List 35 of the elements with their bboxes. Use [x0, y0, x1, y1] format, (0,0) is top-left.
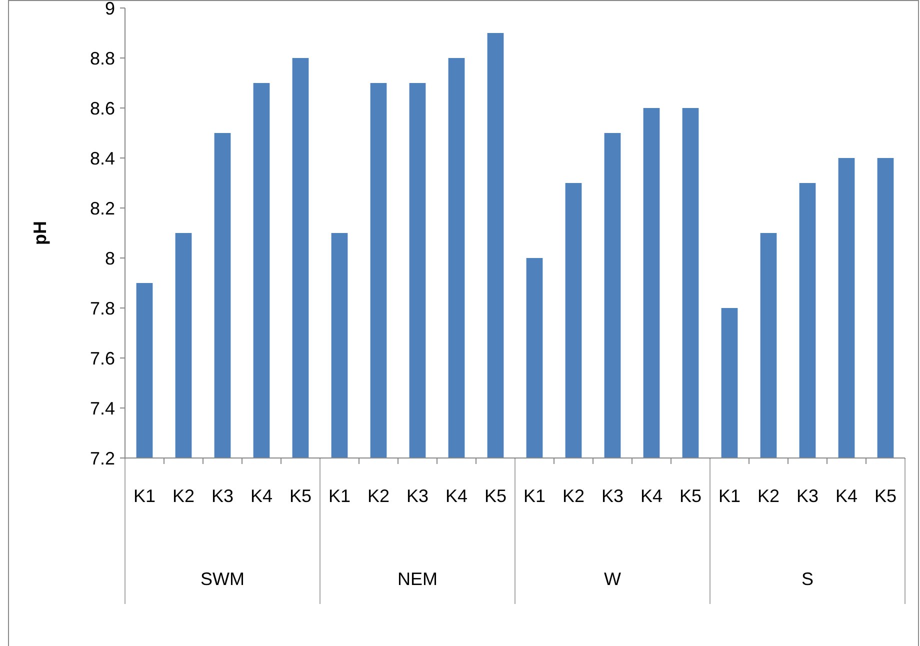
y-tick-label: 7.6 — [90, 348, 115, 368]
y-tick-label: 8.4 — [90, 148, 115, 168]
y-tick-label: 8.6 — [90, 98, 115, 118]
text: W — [604, 569, 621, 589]
y-tick-label: 7.2 — [90, 448, 115, 468]
y-axis-title: pH — [30, 221, 50, 245]
x-tick-label: K4 — [250, 486, 273, 506]
x-tick-label: K4 — [640, 486, 663, 506]
x-tick-label: K5 — [484, 486, 507, 506]
x-tick-label: K4 — [835, 486, 858, 506]
y-tick-label: 9 — [104, 0, 115, 18]
x-tick-label: K1 — [328, 486, 351, 506]
x-tick-label: K2 — [172, 486, 195, 506]
x-tick-label: K1 — [523, 486, 546, 506]
x-tick-label: K2 — [367, 486, 390, 506]
x-tick-label: K3 — [211, 486, 234, 506]
x-tick-label: K1 — [718, 486, 741, 506]
text: SWM — [200, 569, 244, 589]
x-tick-label: K2 — [562, 486, 585, 506]
text: NEM — [398, 569, 438, 589]
y-tick-label: 7.4 — [90, 398, 115, 418]
x-tick-label: K4 — [445, 486, 468, 506]
x-tick-label: K3 — [601, 486, 624, 506]
x-tick-label: K3 — [406, 486, 429, 506]
x-tick-label: K1 — [133, 486, 156, 506]
y-tick-label: 7.8 — [90, 298, 115, 318]
y-tick-label: 8.2 — [90, 198, 115, 218]
x-tick-label: K5 — [679, 486, 702, 506]
text: S — [801, 569, 814, 589]
x-tick-label: K5 — [874, 486, 897, 506]
x-tick-label: K2 — [757, 486, 780, 506]
x-tick-label: K3 — [796, 486, 819, 506]
y-tick-label: 8.8 — [90, 48, 115, 68]
y-tick-label: 8 — [104, 248, 115, 268]
x-tick-label: K5 — [289, 486, 312, 506]
